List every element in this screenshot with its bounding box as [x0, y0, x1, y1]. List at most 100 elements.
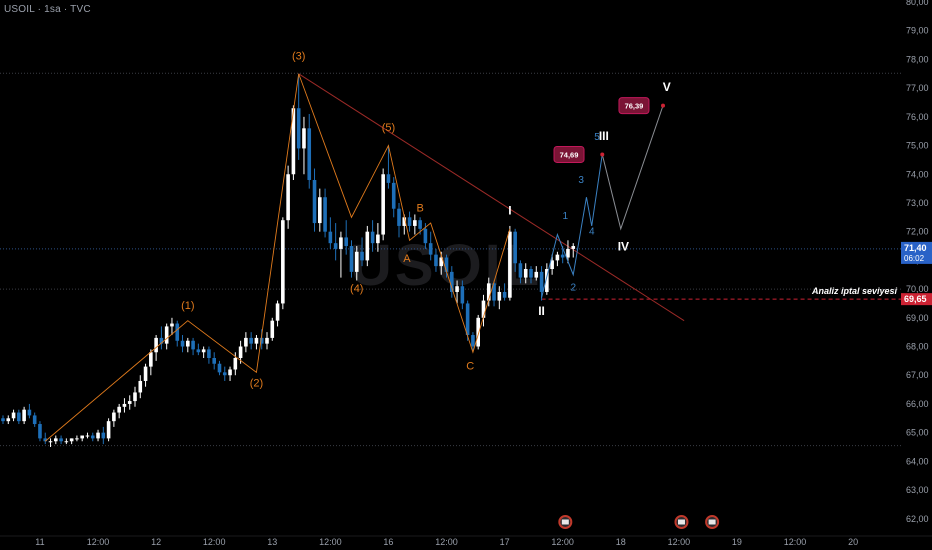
candle-body: [523, 269, 528, 278]
projection-path: [601, 105, 664, 231]
wave-label-orange: (3): [292, 50, 305, 62]
candle-body: [407, 217, 412, 226]
candle-body: [296, 108, 301, 149]
candle-body: [217, 363, 222, 373]
candle-body: [6, 418, 11, 422]
candle-body: [286, 174, 290, 221]
invalidation-price-tag: [901, 293, 932, 306]
candle-body: [254, 337, 259, 344]
trendline: [298, 73, 685, 322]
wave-label-orange: (5): [382, 122, 395, 134]
candle-body: [259, 337, 264, 344]
candle-body: [497, 291, 502, 301]
candle-body: [518, 263, 523, 278]
target-price-tag: [553, 145, 585, 163]
candle-body: [539, 271, 544, 292]
candle-body: [54, 438, 58, 442]
candle-body: [32, 415, 37, 425]
candle-body: [133, 392, 137, 402]
candle-body: [191, 340, 195, 350]
candle-body: [476, 317, 480, 347]
candle-body: [560, 254, 565, 258]
candle-body: [302, 128, 306, 149]
candle-body: [402, 217, 407, 226]
y-axis-tick-label: 78,00: [906, 54, 929, 64]
candle-body: [418, 220, 422, 229]
y-axis-tick-label: 62,00: [906, 514, 929, 524]
candle-body: [17, 412, 21, 422]
target-price-label: 74,69: [560, 150, 579, 159]
candle-body: [344, 237, 348, 247]
wave-label-white: I: [508, 203, 511, 217]
candle-body: [471, 335, 475, 347]
y-axis-tick-label: 77,00: [906, 83, 929, 93]
candle-body: [450, 271, 454, 292]
target-price-tag: [618, 97, 650, 115]
y-axis-tick-label: 69,00: [906, 313, 929, 323]
wave-label-blue: 1: [563, 211, 569, 222]
wave-label-blue: 5: [594, 132, 600, 143]
x-axis-tick-label: 11: [35, 537, 44, 547]
candle-body: [154, 337, 158, 353]
candle-body: [143, 366, 148, 381]
candle-body: [244, 337, 248, 347]
x-axis-tick-label: 12:00: [319, 537, 342, 547]
candle-body: [90, 435, 95, 439]
candle-body: [550, 260, 554, 269]
y-axis-tick-label: 76,00: [906, 112, 929, 122]
candle-body: [370, 231, 375, 244]
wave-label-blue: 4: [589, 227, 595, 238]
candle-body: [465, 303, 470, 336]
candle-body: [222, 372, 227, 376]
orange-wave-path: [44, 73, 511, 442]
y-axis-tick-label: 73,00: [906, 198, 929, 208]
candle-body: [96, 432, 100, 439]
candle-body: [508, 231, 512, 298]
current-price-label: 71,40: [904, 243, 927, 253]
candle-body: [212, 358, 216, 364]
candle-body: [101, 432, 106, 439]
candle-body: [318, 197, 322, 224]
y-axis-tick-label: 63,00: [906, 485, 929, 495]
candle-body: [249, 337, 253, 344]
candle-body: [201, 349, 206, 353]
y-axis-tick-label: 65,00: [906, 428, 929, 438]
candle-body: [555, 254, 560, 261]
wave-label-orange: C: [466, 360, 474, 372]
target-point-1: [661, 103, 665, 108]
x-axis-tick-label: 12:00: [551, 537, 574, 547]
candle-body: [349, 246, 354, 272]
candle-body: [127, 401, 132, 404]
y-axis-tick-label: 64,00: [906, 456, 929, 466]
candle-body: [307, 128, 312, 180]
candle-body: [48, 441, 53, 443]
candle-body: [175, 323, 180, 341]
candle-body: [333, 243, 338, 249]
candle-body: [413, 220, 417, 226]
candle-body: [444, 257, 449, 272]
candle-body: [386, 174, 391, 183]
x-axis-tick-label: 12:00: [668, 537, 691, 547]
candle-body: [492, 283, 496, 301]
y-axis-tick-label: 72,00: [906, 227, 929, 237]
candle-body: [354, 251, 359, 272]
candle-body: [85, 435, 90, 437]
wave-label-white: V: [663, 80, 671, 94]
flag-glyph: [708, 519, 716, 525]
candle-body: [571, 246, 576, 249]
candle-body: [80, 435, 84, 439]
candle-body: [265, 337, 269, 344]
candle-body: [1, 418, 5, 422]
current-price-tag: [901, 241, 932, 264]
candle-body: [381, 174, 385, 235]
candle-body: [75, 438, 79, 440]
x-axis-tick-label: 18: [616, 537, 626, 547]
wave-label-blue: 2: [570, 283, 576, 294]
symbol-label: USOIL · 1sa · TVC: [4, 4, 91, 15]
candle-body: [233, 358, 238, 370]
candle-body: [365, 231, 370, 261]
y-axis-tick-label: 79,00: [906, 26, 929, 36]
candle-body: [64, 441, 69, 443]
